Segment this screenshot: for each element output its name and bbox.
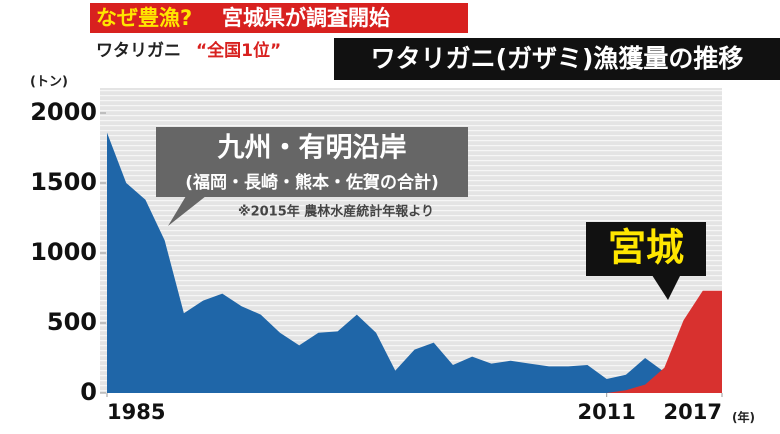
y-tick-label: 1000 — [30, 238, 97, 266]
chart-title: ワタリガニ(ガザミ)漁獲量の推移 — [371, 44, 744, 73]
callout-pointer — [168, 196, 206, 226]
y-tick-label: 500 — [47, 308, 97, 336]
source-note: ※2015年 農林水産統計年報より — [238, 204, 434, 220]
banner-text: 宮城県が調査開始 — [222, 6, 390, 30]
callout-title: 九州・有明沿岸 — [218, 133, 407, 164]
area — [107, 132, 722, 393]
x-tick-label: 2017 — [664, 400, 722, 424]
banner-box — [90, 3, 468, 33]
y-tick-label: 0 — [80, 378, 97, 406]
y-tick-label: 1500 — [30, 168, 97, 196]
y-tick-label: 2000 — [30, 98, 97, 126]
series-label-box — [586, 222, 706, 276]
banner-highlight: なぜ豊漁? — [96, 6, 192, 30]
subheader-box — [90, 36, 328, 64]
title-box — [334, 38, 780, 80]
callout-note: (福岡・長崎・熊本・佐賀の合計) — [185, 172, 439, 193]
series-label: 宮城 — [608, 226, 684, 270]
x-tick-label: 1985 — [107, 400, 165, 424]
area — [606, 290, 722, 393]
subheader-highlight: “全国1位” — [196, 40, 281, 61]
x-tick-label: 2011 — [577, 400, 635, 424]
x-unit: (年) — [732, 410, 755, 425]
y-unit: (トン) — [30, 75, 68, 90]
label-pointer — [650, 272, 682, 300]
subheader-text: ワタリガニ — [96, 41, 181, 61]
callout-box — [156, 127, 468, 197]
